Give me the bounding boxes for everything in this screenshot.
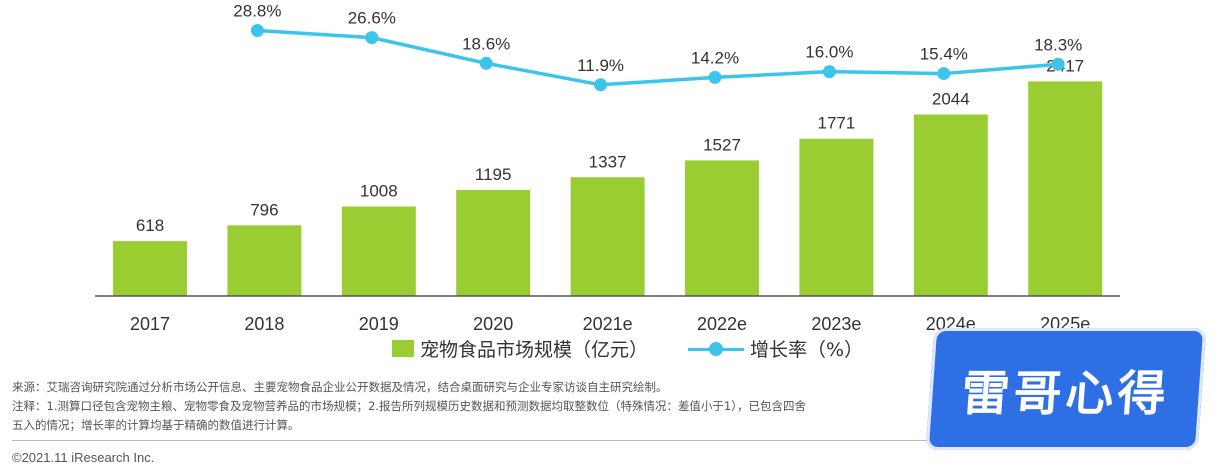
bar-value-label: 796 [250, 200, 278, 219]
legend-line-swatch [688, 341, 745, 356]
source-note: 来源：艾瑞咨询研究院通过分析市场公开信息、主要宠物食品企业公开数据及情况，结合桌… [12, 380, 668, 394]
growth-rate-point [365, 31, 379, 45]
growth-rate-line [257, 28, 1059, 87]
growth-rate-label: 16.0% [805, 43, 853, 62]
bar-value-label: 1771 [817, 114, 855, 133]
chart-notes: 来源：艾瑞咨询研究院通过分析市场公开信息、主要宠物食品企业公开数据及情况，结合桌… [12, 378, 1202, 435]
growth-rate-point [937, 67, 951, 81]
x-tick-label: 2020 [473, 314, 513, 334]
watermark-badge: 雷哥心得 [925, 328, 1207, 450]
growth-rate-label: 15.4% [920, 45, 968, 64]
bar-2018 [227, 225, 302, 296]
growth-rate-point [479, 56, 493, 70]
bar-value-label: 1008 [360, 181, 398, 200]
growth-rate-label: 18.3% [1034, 35, 1082, 54]
growth-rate-point [1051, 57, 1065, 71]
growth-rate-label: 28.8% [233, 2, 281, 21]
notes-divider [12, 440, 1127, 441]
growth-rate-point [822, 65, 836, 79]
growth-rate-label: 14.2% [691, 48, 739, 67]
legend-line-label: 增长率（%） [750, 339, 864, 361]
watermark-text: 雷哥心得 [959, 366, 1172, 422]
growth-rate-point [250, 24, 264, 38]
growth-rate-point [594, 78, 608, 92]
legend-item-market-size: 宠物食品市场规模（亿元） [392, 335, 648, 362]
growth-rate-series: 28.8% 26.6% 18.6% 11.9% 14.2% 16.0% 15.4% 18.3% [233, 2, 1082, 92]
bar-value-label: 1527 [703, 135, 741, 154]
growth-rate-label: 26.6% [348, 9, 396, 28]
bar-2021e [570, 177, 645, 296]
note-line-2: 五入的情况；增长率的计算均基于精确的数值进行计算。 [12, 418, 300, 432]
chart-legend: 宠物食品市场规模（亿元） 增长率（%） [392, 335, 863, 362]
bar-2020 [456, 189, 531, 296]
bar-2025e [1028, 81, 1103, 297]
legend-bar-swatch [392, 340, 414, 357]
bar-2019 [341, 206, 416, 296]
x-tick-label: 2022e [697, 314, 747, 334]
x-tick-label: 2021e [583, 314, 633, 334]
growth-rate-point [708, 70, 722, 84]
bar-series [113, 81, 1103, 297]
x-tick-label: 2018 [244, 314, 284, 334]
x-tick-label: 2017 [130, 314, 170, 334]
bar-2023e [799, 138, 874, 296]
bar-value-label: 618 [136, 216, 164, 235]
x-tick-label: 2023e [811, 314, 861, 334]
legend-item-growth-rate: 增长率（%） [688, 335, 863, 362]
copyright-text: ©2021.11 iResearch Inc. [12, 450, 155, 465]
bar-value-label: 1195 [475, 165, 512, 184]
legend-bar-label: 宠物食品市场规模（亿元） [420, 339, 649, 361]
x-tick-label: 2019 [359, 314, 399, 334]
bar-value-label: 1337 [589, 152, 627, 171]
bar-value-label: 2044 [932, 89, 970, 108]
growth-rate-label: 11.9% [577, 56, 624, 75]
note-line-1: 注释：1.测算口径包含宠物主粮、宠物零食及宠物营养品的市场规模；2.报告所列规模… [12, 399, 807, 413]
bar-2022e [685, 160, 759, 296]
bar-2017 [113, 241, 187, 296]
growth-rate-label: 18.6% [462, 34, 510, 53]
bar-2024e [913, 114, 988, 296]
